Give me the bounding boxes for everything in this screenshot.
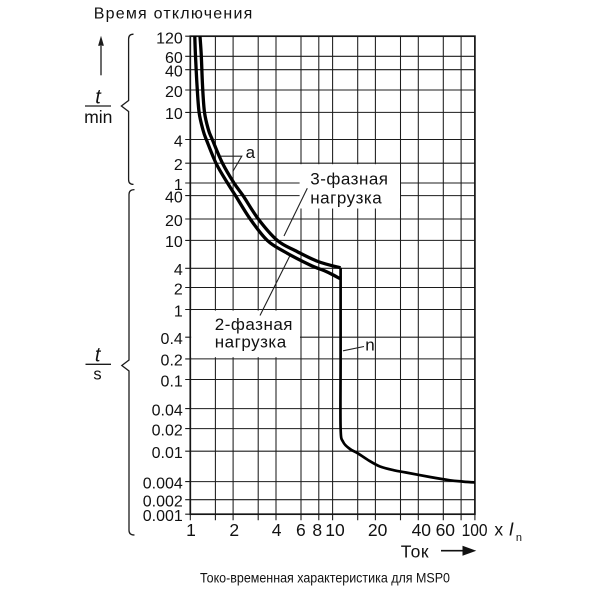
- svg-text:40: 40: [412, 520, 432, 540]
- svg-text:0.01: 0.01: [152, 445, 183, 462]
- svg-text:60: 60: [165, 50, 183, 67]
- svg-text:Время отключения: Время отключения: [94, 5, 254, 22]
- svg-text:x: x: [494, 520, 503, 540]
- svg-text:4: 4: [174, 133, 183, 150]
- svg-text:нагрузка: нагрузка: [310, 189, 382, 208]
- svg-text:n: n: [516, 532, 522, 544]
- svg-text:60: 60: [436, 520, 456, 540]
- svg-text:0.004: 0.004: [143, 475, 183, 492]
- svg-text:Ток: Ток: [401, 541, 429, 561]
- svg-text:2-фазная: 2-фазная: [215, 315, 293, 334]
- svg-text:4: 4: [272, 520, 282, 540]
- svg-text:min: min: [84, 107, 112, 127]
- svg-text:нагрузка: нагрузка: [215, 332, 287, 351]
- svg-text:I: I: [509, 520, 514, 540]
- svg-text:0.4: 0.4: [161, 331, 183, 348]
- svg-text:10: 10: [165, 234, 183, 251]
- svg-text:10: 10: [165, 106, 183, 123]
- svg-text:n: n: [365, 336, 374, 355]
- svg-text:2: 2: [174, 281, 183, 298]
- svg-text:20: 20: [368, 520, 388, 540]
- svg-text:0.04: 0.04: [152, 402, 183, 419]
- svg-text:3-фазная: 3-фазная: [310, 170, 388, 189]
- svg-text:1: 1: [186, 520, 196, 540]
- svg-text:0.2: 0.2: [161, 353, 183, 370]
- svg-text:1: 1: [174, 177, 183, 194]
- svg-text:Токо-временная характеристика: Токо-временная характеристика для MSP0: [200, 570, 450, 585]
- svg-text:0.1: 0.1: [161, 373, 183, 390]
- svg-text:8: 8: [312, 520, 322, 540]
- svg-text:10: 10: [325, 520, 345, 540]
- svg-text:2: 2: [229, 520, 239, 540]
- svg-text:s: s: [93, 366, 101, 384]
- svg-text:2: 2: [174, 157, 183, 174]
- svg-text:a: a: [246, 143, 256, 162]
- svg-text:0.002: 0.002: [143, 494, 183, 511]
- svg-text:t: t: [95, 345, 102, 367]
- svg-text:6: 6: [296, 520, 306, 540]
- svg-text:0.001: 0.001: [143, 508, 183, 525]
- svg-text:120: 120: [156, 31, 183, 48]
- svg-text:4: 4: [174, 262, 183, 279]
- svg-text:20: 20: [165, 213, 183, 230]
- svg-text:100: 100: [462, 520, 488, 540]
- svg-text:40: 40: [165, 189, 183, 206]
- svg-text:1: 1: [174, 303, 183, 320]
- svg-text:20: 20: [165, 84, 183, 101]
- svg-text:40: 40: [165, 64, 183, 81]
- svg-text:0.02: 0.02: [152, 422, 183, 439]
- svg-text:t: t: [95, 87, 102, 109]
